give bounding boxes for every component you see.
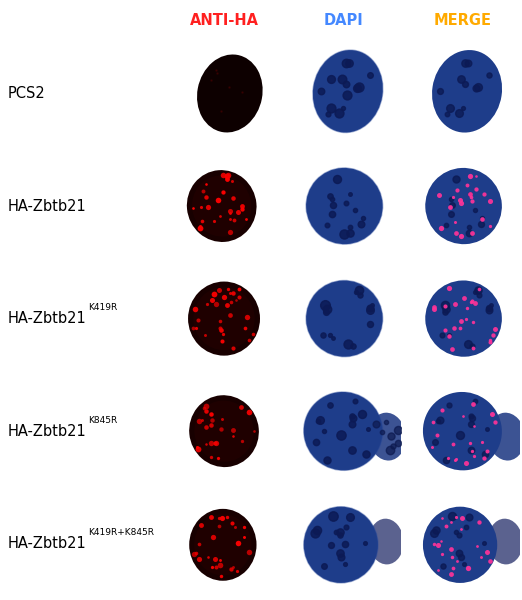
- Ellipse shape: [187, 170, 256, 242]
- Text: ANTI-HA: ANTI-HA: [189, 13, 258, 28]
- Ellipse shape: [306, 168, 383, 244]
- Ellipse shape: [306, 280, 383, 357]
- Ellipse shape: [192, 175, 251, 236]
- Ellipse shape: [369, 413, 406, 461]
- Text: HA-Zbtb21: HA-Zbtb21: [8, 311, 87, 326]
- Text: HA-Zbtb21: HA-Zbtb21: [8, 536, 87, 551]
- Ellipse shape: [304, 392, 383, 470]
- Ellipse shape: [188, 281, 260, 356]
- Ellipse shape: [194, 287, 255, 350]
- Text: K419R: K419R: [88, 304, 117, 312]
- Ellipse shape: [304, 506, 378, 583]
- Text: PCS2: PCS2: [8, 86, 46, 101]
- Ellipse shape: [432, 50, 502, 133]
- Ellipse shape: [313, 50, 383, 133]
- Text: K419R+K845R: K419R+K845R: [88, 529, 155, 538]
- Ellipse shape: [189, 395, 259, 467]
- Text: K845R: K845R: [88, 416, 117, 425]
- Ellipse shape: [369, 518, 404, 565]
- Text: HA-Zbtb21: HA-Zbtb21: [8, 199, 87, 214]
- Ellipse shape: [488, 518, 522, 565]
- Text: DAPI: DAPI: [323, 13, 363, 28]
- Ellipse shape: [194, 401, 254, 462]
- Ellipse shape: [425, 168, 502, 244]
- Ellipse shape: [488, 413, 522, 461]
- Ellipse shape: [425, 280, 502, 357]
- Text: MERGE: MERGE: [433, 13, 491, 28]
- Ellipse shape: [423, 392, 502, 470]
- Ellipse shape: [197, 55, 263, 133]
- Ellipse shape: [189, 509, 256, 581]
- Ellipse shape: [423, 506, 497, 583]
- Ellipse shape: [194, 514, 252, 575]
- Text: HA-Zbtb21: HA-Zbtb21: [8, 424, 87, 439]
